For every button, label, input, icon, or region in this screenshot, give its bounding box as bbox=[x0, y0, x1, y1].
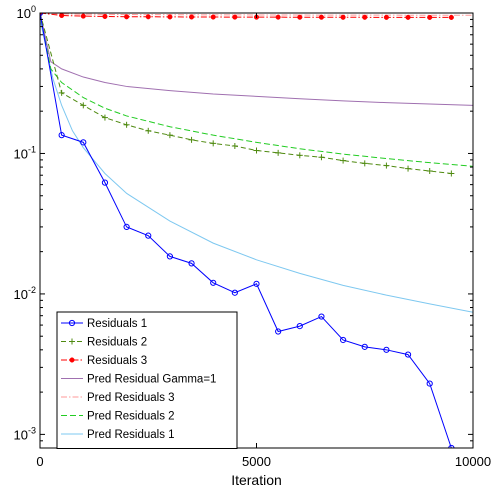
legend-label: Pred Residuals 3 bbox=[87, 392, 175, 404]
data-point bbox=[318, 313, 325, 320]
legend-entry: Pred Residuals 3 bbox=[61, 392, 175, 404]
series-5 bbox=[40, 13, 473, 16]
data-point bbox=[231, 289, 238, 296]
y-tick-label: 100 bbox=[17, 4, 36, 21]
data-point bbox=[318, 14, 325, 20]
data-point bbox=[80, 102, 87, 109]
data-point bbox=[296, 152, 303, 159]
data-point bbox=[166, 132, 173, 139]
data-point bbox=[340, 336, 347, 344]
data-point bbox=[69, 338, 75, 345]
data-point bbox=[426, 380, 433, 387]
data-point bbox=[275, 328, 282, 335]
data-point bbox=[101, 179, 109, 186]
legend-box bbox=[56, 311, 238, 449]
data-point bbox=[188, 136, 195, 143]
series-line bbox=[40, 19, 473, 313]
data-point bbox=[383, 346, 390, 353]
data-point bbox=[253, 280, 260, 287]
data-point bbox=[318, 154, 325, 161]
data-point bbox=[102, 13, 108, 20]
data-point bbox=[297, 14, 303, 20]
data-point bbox=[80, 13, 86, 19]
data-point bbox=[362, 14, 368, 20]
series-line bbox=[40, 13, 473, 167]
legend-entry: Residuals 2 bbox=[61, 337, 147, 349]
data-point bbox=[124, 14, 130, 20]
data-point bbox=[58, 89, 65, 96]
legend-label: Residuals 3 bbox=[87, 355, 147, 367]
series-line bbox=[40, 13, 452, 18]
series-line bbox=[40, 13, 452, 448]
data-point bbox=[167, 14, 173, 20]
data-point bbox=[166, 253, 173, 260]
series-1 bbox=[40, 13, 455, 448]
data-point bbox=[340, 157, 347, 164]
legend: Residuals 1 Residuals 2 Residuals 3 Pred Re… bbox=[56, 311, 238, 449]
series-line bbox=[40, 13, 473, 106]
data-point bbox=[361, 160, 368, 167]
data-point bbox=[210, 279, 217, 286]
x-axis-label: Iteration bbox=[231, 472, 282, 488]
legend-entry: Pred Residuals 1 bbox=[61, 429, 175, 441]
data-point bbox=[275, 149, 282, 156]
data-point bbox=[80, 139, 87, 146]
legend-entry: Pred Residual Gamma=1 bbox=[61, 374, 216, 386]
y-tick-label: 10-3 bbox=[14, 425, 36, 442]
data-point bbox=[427, 14, 433, 20]
data-point bbox=[210, 14, 216, 20]
data-point bbox=[210, 140, 217, 147]
data-point bbox=[448, 170, 455, 177]
series-layer bbox=[40, 13, 473, 448]
data-point bbox=[145, 14, 151, 20]
y-tick-label: 10-1 bbox=[14, 144, 36, 161]
data-point bbox=[101, 114, 108, 121]
y-tick-label: 10-2 bbox=[14, 285, 36, 302]
data-point bbox=[123, 223, 130, 231]
data-point bbox=[188, 260, 195, 267]
data-point bbox=[404, 351, 412, 358]
legend-label: Residuals 1 bbox=[87, 318, 147, 330]
data-point bbox=[189, 14, 195, 20]
x-tick-label: 0 bbox=[36, 454, 43, 469]
data-point bbox=[426, 168, 433, 175]
data-point bbox=[361, 343, 368, 350]
data-point bbox=[253, 147, 260, 154]
data-point bbox=[275, 14, 281, 20]
data-point bbox=[123, 121, 130, 128]
legend-label: Residuals 2 bbox=[87, 337, 147, 349]
series-7 bbox=[40, 19, 473, 313]
x-tick-label: 10000 bbox=[455, 454, 491, 469]
data-point bbox=[405, 14, 411, 20]
legend-label: Pred Residuals 1 bbox=[87, 429, 175, 441]
data-point bbox=[145, 127, 152, 134]
series-3 bbox=[40, 13, 454, 20]
data-point bbox=[58, 132, 65, 139]
data-point bbox=[231, 143, 238, 150]
series-2 bbox=[40, 13, 455, 177]
data-point bbox=[383, 162, 390, 169]
legend-entry: Residuals 3 bbox=[61, 355, 147, 367]
data-point bbox=[232, 14, 238, 20]
legend-label: Pred Residuals 2 bbox=[87, 411, 175, 423]
data-point bbox=[383, 14, 389, 20]
data-point bbox=[145, 232, 152, 239]
series-line bbox=[40, 13, 452, 174]
series-4 bbox=[40, 13, 473, 106]
legend-label: Pred Residual Gamma=1 bbox=[87, 374, 216, 386]
data-point bbox=[59, 13, 65, 19]
data-point bbox=[448, 14, 454, 20]
data-point bbox=[69, 357, 75, 363]
series-6 bbox=[40, 13, 473, 167]
data-point bbox=[340, 14, 346, 20]
axes-layer: 0 5000 10000 10-3 10-2 10-1 100 bbox=[14, 4, 492, 469]
series-line bbox=[40, 13, 473, 16]
data-point bbox=[68, 319, 76, 327]
data-point bbox=[296, 323, 303, 330]
legend-entry: Residuals 1 bbox=[61, 318, 147, 330]
data-point bbox=[405, 165, 412, 172]
x-tick-label: 5000 bbox=[242, 454, 271, 469]
legend-entry: Pred Residuals 2 bbox=[61, 411, 175, 423]
